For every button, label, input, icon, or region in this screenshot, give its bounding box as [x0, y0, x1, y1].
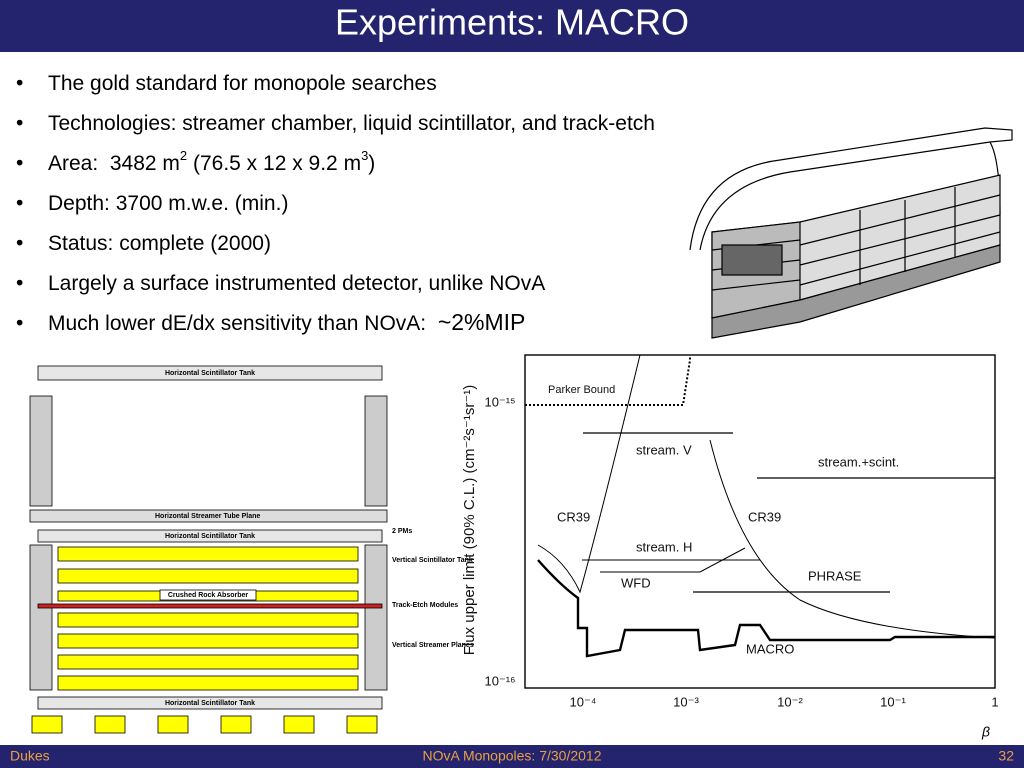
curve-label: stream.+scint.: [818, 454, 899, 469]
diagram-label: Vertical Scintillator Tank: [392, 557, 473, 564]
diagram-label: Horizontal Scintillator Tank: [165, 370, 255, 377]
diagram-label: Crushed Rock Absorber: [168, 592, 249, 599]
plot-frame: [524, 354, 996, 689]
bullet-dot: •: [16, 192, 23, 215]
bullet-dot: •: [16, 232, 23, 255]
footer-author: Dukes: [10, 748, 50, 764]
curve-label: PHRASE: [808, 568, 862, 583]
x-tick-label: 10⁻²: [777, 694, 803, 709]
x-tick-label: 10⁻¹: [880, 694, 906, 709]
bullet-text: ): [368, 152, 375, 175]
detector-diagram: Horizontal Scintillator Tank Horizontal …: [29, 365, 474, 734]
x-tick-label: 10⁻⁴: [570, 694, 597, 709]
bullet-text: Much lower dE/dx sensitivity than NOvA:: [48, 312, 438, 335]
curve-label: CR39: [557, 509, 590, 524]
bullet: Area: 3482 m2 (76.5 x 12 x 9.2 m3): [48, 148, 375, 174]
title-bar: [0, 0, 1024, 52]
footer-bar: [0, 745, 1024, 768]
bullet-text: Largely a surface instrumented detector,…: [48, 272, 545, 295]
curve-label: Parker Bound: [548, 384, 615, 396]
bullet-text: Status: complete (2000): [48, 232, 271, 255]
diagram-label: Horizontal Scintillator Tank: [165, 533, 255, 540]
bullet: Technologies: streamer chamber, liquid s…: [48, 112, 655, 135]
superscript: 2: [180, 148, 187, 163]
bullet-list: • The gold standard for monopole searche…: [16, 72, 655, 336]
bullet: Status: complete (2000): [48, 232, 271, 255]
y-tick-label: 10⁻¹⁵: [484, 394, 515, 409]
curve-label: stream. V: [636, 442, 692, 457]
flux-plot: Flux upper limit (90% C.L.) (cm⁻²s⁻¹sr⁻¹…: [461, 354, 999, 740]
y-axis-label: Flux upper limit (90% C.L.) (cm⁻²s⁻¹sr⁻¹…: [461, 385, 478, 655]
x-axis-label: β: [981, 724, 990, 740]
curve-label: stream. H: [636, 539, 692, 554]
x-tick-label: 10⁻³: [673, 694, 699, 709]
x-tick-label: 1: [991, 694, 998, 709]
plot-curves: [525, 354, 996, 658]
footer-center: NOvA Monopoles: 7/30/2012: [422, 748, 601, 764]
diagram-label: Track-Etch Modules: [392, 602, 458, 609]
bullet: The gold standard for monopole searches: [48, 72, 437, 95]
bullet: Largely a surface instrumented detector,…: [48, 272, 545, 295]
bullet: Depth: 3700 m.w.e. (min.): [48, 192, 288, 215]
bullet-dot: •: [16, 152, 23, 175]
curve-label: CR39: [748, 509, 781, 524]
diagram-label: Vertical Streamer Planes: [392, 642, 474, 649]
curve-label: MACRO: [746, 641, 794, 656]
bullet: Much lower dE/dx sensitivity than NOvA: …: [48, 309, 525, 335]
diagram-label: Horizontal Scintillator Tank: [165, 700, 255, 707]
bullet-dot: •: [16, 112, 23, 135]
detector-3d: [689, 127, 1013, 339]
title: Experiments: MACRO: [335, 2, 689, 43]
curve-label: WFD: [621, 575, 651, 590]
bullet-text: The gold standard for monopole searches: [48, 72, 437, 95]
diagram-label: 2 PMs: [392, 528, 412, 535]
bullet-dot: •: [16, 312, 23, 335]
page-number: 32: [998, 748, 1014, 764]
bullet-text: Area: 3482 m: [48, 152, 180, 175]
bullet-highlight: ~2%MIP: [438, 309, 526, 335]
bullet-text: Depth: 3700 m.w.e. (min.): [48, 192, 288, 215]
bullet-text: (76.5 x 12 x 9.2 m: [187, 152, 361, 175]
bullet-dot: •: [16, 272, 23, 295]
superscript: 3: [361, 148, 368, 163]
bullet-text: Technologies: streamer chamber, liquid s…: [48, 112, 655, 135]
diagram-label: Horizontal Streamer Tube Plane: [155, 513, 260, 520]
y-tick-label: 10⁻¹⁶: [484, 673, 515, 688]
bullet-dot: •: [16, 72, 23, 95]
